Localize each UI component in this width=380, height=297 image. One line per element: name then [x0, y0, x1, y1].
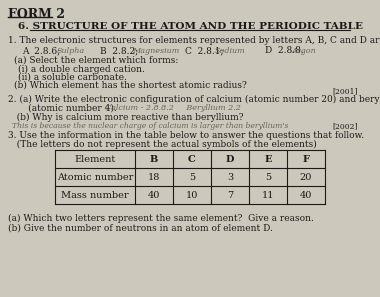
Text: (b) Why is calcium more reactive than beryllium?: (b) Why is calcium more reactive than be…: [8, 113, 244, 122]
Text: 20: 20: [300, 173, 312, 181]
Text: Calcium - 2.8.8.2     Beryllium 2.2: Calcium - 2.8.8.2 Beryllium 2.2: [105, 104, 241, 112]
Text: Sulpha: Sulpha: [57, 47, 85, 55]
Text: C  2.8.1;: C 2.8.1;: [185, 46, 223, 55]
Text: (b) Which element has the shortest atomic radius?: (b) Which element has the shortest atomi…: [14, 81, 247, 90]
Text: E: E: [264, 154, 272, 164]
Text: F: F: [302, 154, 309, 164]
Text: (atomic number 4).: (atomic number 4).: [8, 104, 117, 113]
Text: (The letters do not represent the actual symbols of the elements): (The letters do not represent the actual…: [8, 140, 317, 149]
Text: D  2.8.8.: D 2.8.8.: [265, 46, 304, 55]
Text: 3: 3: [227, 173, 233, 181]
Text: 40: 40: [148, 190, 160, 200]
Text: B  2.8.2;: B 2.8.2;: [100, 46, 138, 55]
Text: A  2.8.6;: A 2.8.6;: [22, 46, 60, 55]
Text: 6. STRUCTURE OF THE ATOM AND THE PERIODIC TABLE: 6. STRUCTURE OF THE ATOM AND THE PERIODI…: [17, 22, 363, 31]
Text: 11: 11: [262, 190, 274, 200]
Text: [2001]: [2001]: [332, 87, 358, 95]
Text: 7: 7: [227, 190, 233, 200]
Text: [2002]: [2002]: [332, 122, 358, 130]
Text: (b) Give the number of neutrons in an atom of element D.: (b) Give the number of neutrons in an at…: [8, 224, 273, 233]
Text: 1. The electronic structures for elements represented by letters A, B, C and D a: 1. The electronic structures for element…: [8, 36, 380, 45]
Text: 2. (a) Write the electronic configuration of calcium (atomic number 20) and bery: 2. (a) Write the electronic configuratio…: [8, 95, 380, 104]
Text: Argon: Argon: [292, 47, 317, 55]
Text: B: B: [150, 154, 158, 164]
Text: 3. Use the information in the table below to answer the questions that follow.: 3. Use the information in the table belo…: [8, 131, 364, 140]
Text: (ii) a soluble carbonate.: (ii) a soluble carbonate.: [18, 73, 127, 82]
Text: C: C: [188, 154, 196, 164]
Text: 18: 18: [148, 173, 160, 181]
Text: Magnesium: Magnesium: [132, 47, 179, 55]
Text: (i) a double charged cation.: (i) a double charged cation.: [18, 65, 145, 74]
Text: Atomic number: Atomic number: [57, 173, 133, 181]
Text: (a) Select the element which forms:: (a) Select the element which forms:: [14, 56, 178, 65]
Text: This is because the nuclear charge of calcium is larger than beryllium's: This is because the nuclear charge of ca…: [12, 122, 288, 130]
Text: (a) Which two letters represent the same element?  Give a reason.: (a) Which two letters represent the same…: [8, 214, 314, 223]
Text: 40: 40: [300, 190, 312, 200]
Text: Mass number: Mass number: [61, 190, 129, 200]
Text: 5: 5: [265, 173, 271, 181]
Text: Sodium: Sodium: [215, 47, 246, 55]
Text: 10: 10: [186, 190, 198, 200]
Text: Element: Element: [74, 154, 116, 164]
Text: D: D: [226, 154, 234, 164]
Text: FORM 2: FORM 2: [8, 8, 65, 21]
Text: 5: 5: [189, 173, 195, 181]
